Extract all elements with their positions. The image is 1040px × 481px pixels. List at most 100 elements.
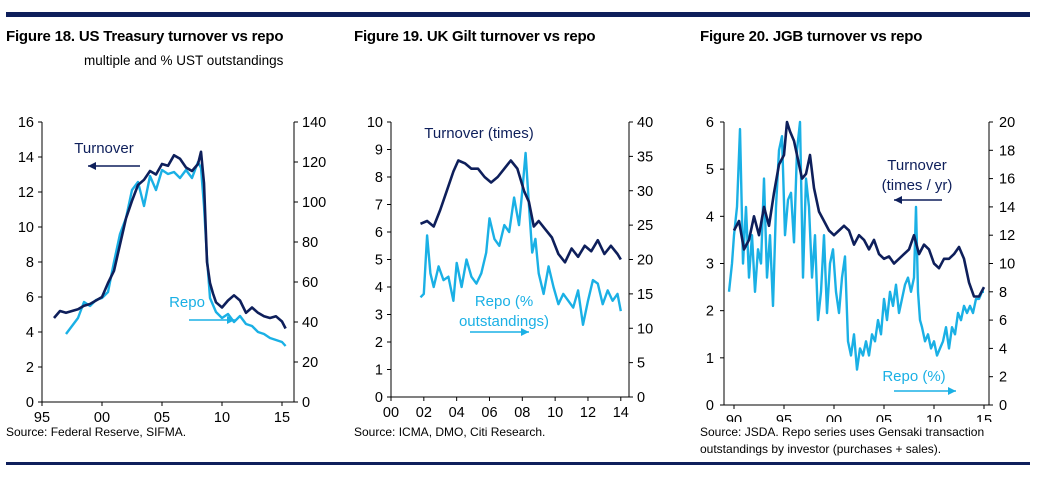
- y-tick-label-left: 0: [375, 390, 383, 406]
- figure-19-source: Source: ICMA, DMO, Citi Research.: [354, 424, 545, 441]
- y-tick-label-left: 1: [375, 363, 383, 379]
- series-label-repo: outstandings): [459, 313, 549, 330]
- series-label-repo: Repo: [169, 294, 205, 311]
- y-tick-label-right: 18: [999, 143, 1015, 159]
- x-tick-label: 15: [976, 413, 992, 422]
- y-tick-label-right: 5: [637, 356, 645, 372]
- figure-19-source-line: Source: ICMA, DMO, Citi Research.: [354, 425, 546, 439]
- y-tick-label-left: 0: [706, 398, 714, 414]
- y-tick-label-left: 8: [375, 170, 383, 186]
- figure-19-title: Figure 19. UK Gilt turnover vs repo: [354, 28, 596, 45]
- figure-18-source: Source: Federal Reserve, SIFMA.: [6, 424, 186, 441]
- arrow-turnover: [88, 162, 140, 170]
- x-tick-label: 15: [274, 410, 290, 422]
- series-label-repo: Repo (%: [475, 293, 533, 310]
- y-tick-label-right: 40: [637, 115, 653, 131]
- bottom-rule: [6, 462, 1030, 465]
- arrow-repo-head: [521, 328, 529, 336]
- y-tick-label-right: 20: [999, 115, 1015, 131]
- x-tick-label: 02: [416, 405, 432, 421]
- y-tick-label-left: 10: [18, 220, 34, 236]
- y-tick-label-right: 20: [302, 355, 318, 371]
- arrow-repo: [470, 328, 529, 336]
- x-tick-label: 95: [776, 413, 792, 422]
- y-tick-label-left: 1: [706, 351, 714, 367]
- y-tick-label-left: 4: [706, 209, 714, 225]
- y-tick-label-right: 0: [637, 390, 645, 406]
- x-tick-label: 06: [481, 405, 497, 421]
- y-tick-label-left: 5: [706, 162, 714, 178]
- y-tick-label-right: 80: [302, 235, 318, 251]
- series-label-turnover: Turnover (times): [424, 125, 533, 142]
- arrow-repo: [189, 316, 235, 324]
- y-tick-label-right: 14: [999, 200, 1015, 216]
- x-tick-label: 04: [449, 405, 465, 421]
- y-tick-label-left: 16: [18, 115, 34, 131]
- y-tick-label-right: 140: [302, 115, 326, 131]
- x-tick-label: 10: [547, 405, 563, 421]
- arrow-turnover: [894, 196, 942, 204]
- y-tick-label-right: 120: [302, 155, 326, 171]
- x-tick-label: 90: [726, 413, 742, 422]
- x-tick-label: 00: [94, 410, 110, 422]
- y-tick-label-right: 15: [637, 287, 653, 303]
- y-tick-label-left: 6: [375, 225, 383, 241]
- y-tick-label-left: 5: [375, 253, 383, 269]
- figure-20-title: Figure 20. JGB turnover vs repo: [700, 28, 923, 45]
- y-tick-label-left: 3: [706, 257, 714, 273]
- series-line-repo: [65, 160, 287, 347]
- series-line-turnover: [419, 159, 622, 264]
- x-tick-label: 00: [383, 405, 399, 421]
- figure-20-source-line-1: Source: JSDA. Repo series uses Gensaki t…: [700, 425, 985, 439]
- arrow-repo-head: [948, 387, 956, 395]
- y-tick-label-right: 16: [999, 172, 1015, 188]
- y-tick-label-right: 35: [637, 149, 653, 165]
- x-tick-label: 10: [926, 413, 942, 422]
- y-tick-label-left: 2: [26, 360, 34, 376]
- y-tick-label-left: 12: [18, 185, 34, 201]
- y-tick-label-right: 4: [999, 341, 1007, 357]
- y-tick-label-left: 4: [375, 280, 383, 296]
- x-tick-label: 10: [214, 410, 230, 422]
- y-tick-label-left: 10: [367, 115, 383, 131]
- series-line-repo: [727, 120, 984, 371]
- series-label-turnover: Turnover: [74, 140, 133, 157]
- x-tick-label: 95: [34, 410, 50, 422]
- figure-18-chart: 0 2 4 6 8 10 12 14 16 0 20 40 60 80 100 120 140 95 00 05 10 1…: [18, 115, 326, 422]
- series-label-turnover: (times / yr): [882, 177, 953, 194]
- arrow-repo: [894, 387, 956, 395]
- figure-18-source-line: Source: Federal Reserve, SIFMA.: [6, 425, 187, 439]
- y-tick-label-left: 3: [375, 308, 383, 324]
- y-tick-label-right: 0: [302, 395, 310, 411]
- y-tick-label-right: 30: [637, 184, 653, 200]
- y-tick-label-right: 8: [999, 285, 1007, 301]
- figure-20-source-line-2: outstandings by investor (purchases + sa…: [700, 442, 942, 456]
- y-tick-label-left: 9: [375, 143, 383, 159]
- y-tick-label-left: 6: [706, 115, 714, 131]
- y-tick-label-right: 6: [999, 313, 1007, 329]
- x-tick-label: 08: [514, 405, 530, 421]
- series-label-repo: Repo (%): [882, 368, 945, 385]
- figure-20-source: Source: JSDA. Repo series uses Gensaki t…: [700, 424, 984, 458]
- y-tick-label-right: 40: [302, 315, 318, 331]
- arrow-turnover-head: [894, 196, 902, 204]
- figure-18-panel: Figure 18. US Treasury turnover vs repo …: [6, 22, 336, 462]
- arrow-repo-head: [227, 316, 235, 324]
- arrow-turnover-head: [88, 162, 96, 170]
- top-rule: [6, 12, 1030, 17]
- y-tick-label-right: 12: [999, 228, 1015, 244]
- x-tick-label: 05: [876, 413, 892, 422]
- series-label-turnover: Turnover: [887, 157, 946, 174]
- y-tick-label-right: 10: [999, 257, 1015, 273]
- y-tick-label-left: 6: [26, 290, 34, 306]
- y-tick-label-right: 10: [637, 321, 653, 337]
- x-tick-label: 00: [826, 413, 842, 422]
- y-tick-label-right: 100: [302, 195, 326, 211]
- y-tick-label-right: 25: [637, 218, 653, 234]
- y-tick-label-left: 2: [706, 304, 714, 320]
- figure-18-subtitle: multiple and % UST outstandings: [84, 53, 284, 68]
- y-tick-label-left: 7: [375, 198, 383, 214]
